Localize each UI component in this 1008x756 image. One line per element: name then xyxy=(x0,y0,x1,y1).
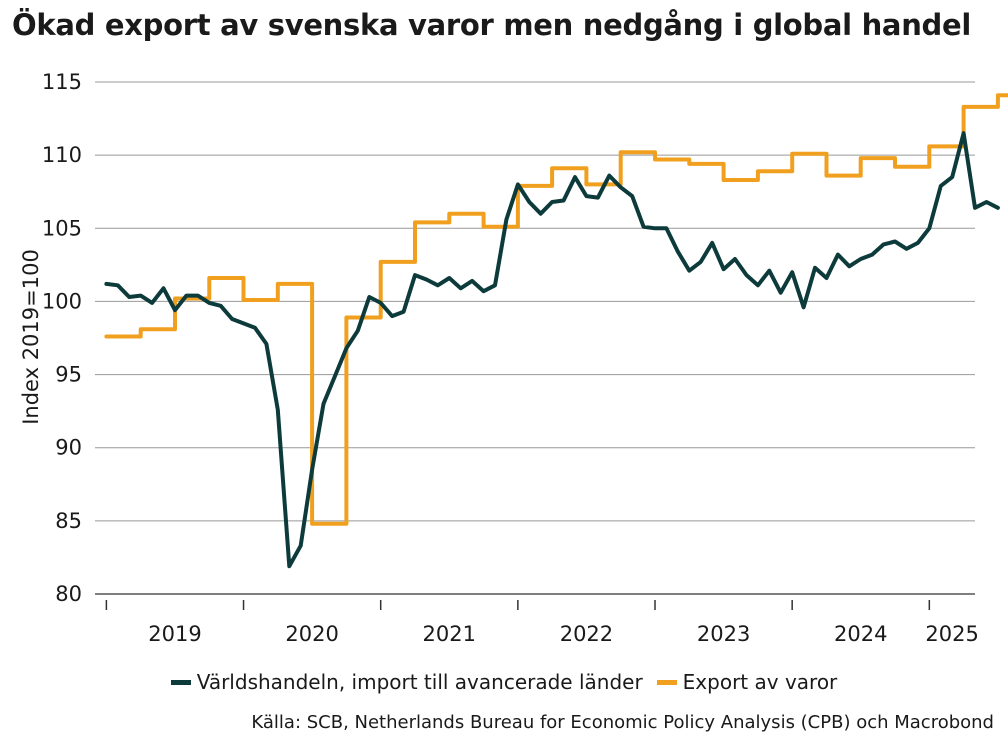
y-tick-label-100: 100 xyxy=(42,289,82,313)
y-tick-label-110: 110 xyxy=(42,143,82,167)
series-line-export xyxy=(104,93,1008,526)
x-tick-label-2019: 2019 xyxy=(148,622,201,646)
legend: Världshandeln, import till avancerade lä… xyxy=(0,670,1008,694)
legend-label-export: Export av varor xyxy=(682,670,838,694)
x-tick-label-2025: 2025 xyxy=(925,622,978,646)
chart-title: Ökad export av svenska varor men nedgång… xyxy=(12,8,972,42)
y-tick-label-95: 95 xyxy=(55,363,82,387)
legend-item-world-trade: Världshandeln, import till avancerade lä… xyxy=(170,670,643,694)
y-tick-label-85: 85 xyxy=(55,509,82,533)
y-tick-label-90: 90 xyxy=(55,436,82,460)
legend-swatch-export xyxy=(656,679,677,685)
x-tick-label-2023: 2023 xyxy=(697,622,750,646)
series-line-world-trade xyxy=(104,131,1000,569)
y-tick-label-80: 80 xyxy=(55,582,82,606)
y-tick-label-115: 115 xyxy=(42,70,82,94)
source-note: Källa: SCB, Netherlands Bureau for Econo… xyxy=(251,712,994,733)
y-tick-label-105: 105 xyxy=(42,216,82,240)
legend-item-export: Export av varor xyxy=(656,670,838,694)
x-tick-label-2024: 2024 xyxy=(834,622,887,646)
x-tick-label-2021: 2021 xyxy=(423,622,476,646)
legend-swatch-world-trade xyxy=(170,679,191,685)
y-axis-label: Index 2019=100 xyxy=(19,249,43,425)
x-tick-label-2020: 2020 xyxy=(285,622,338,646)
x-tick-label-2022: 2022 xyxy=(560,622,613,646)
legend-label-world-trade: Världshandeln, import till avancerade lä… xyxy=(196,670,643,694)
